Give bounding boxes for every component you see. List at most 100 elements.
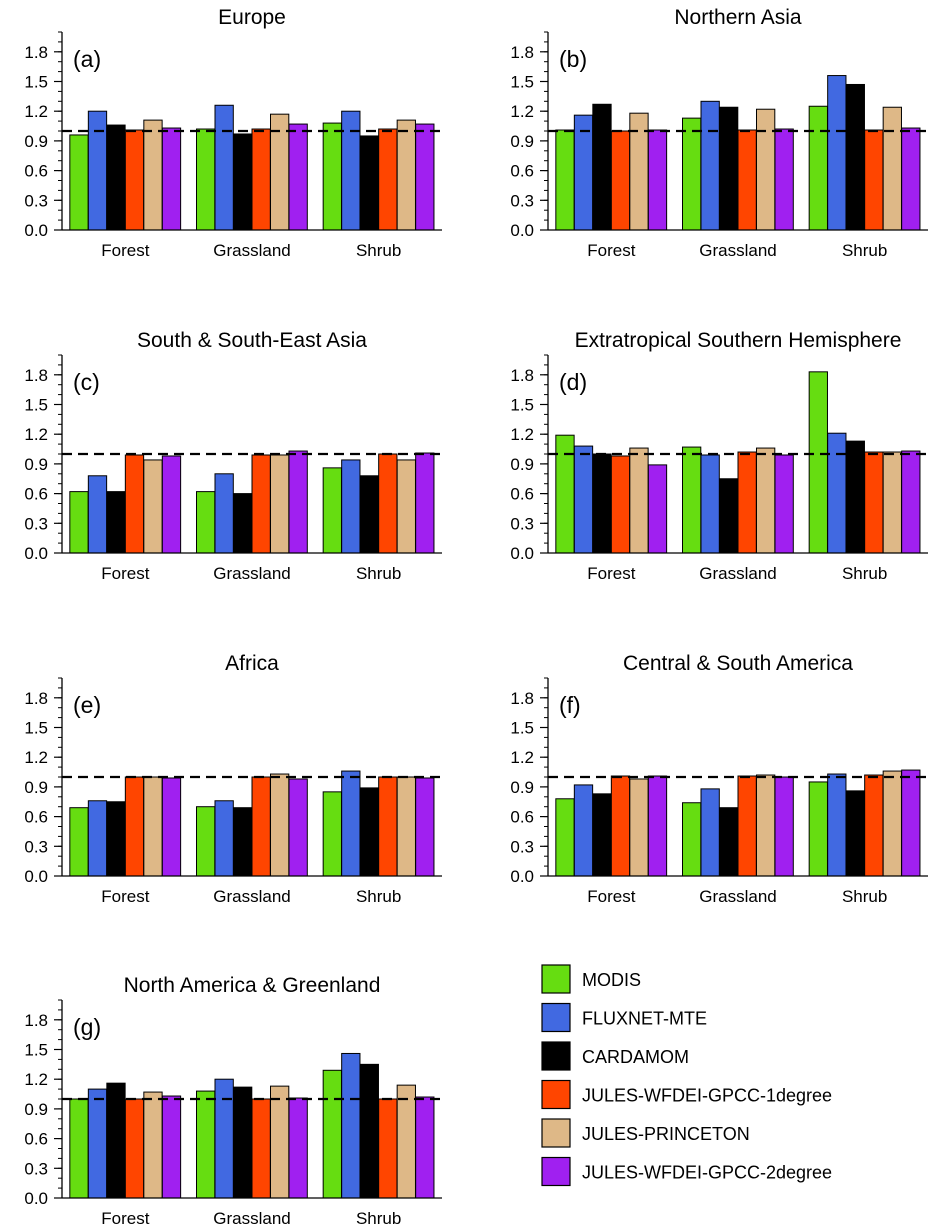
panel-title: South & South-East Asia (137, 329, 367, 352)
bar-jules-wfdei-gpcc-2degree-forest (161, 1095, 182, 1199)
x-tick-label-shrub: Shrub (842, 241, 887, 260)
y-tick-label: 0.3 (24, 191, 48, 210)
bar-cardamom-shrub (845, 790, 865, 877)
y-tick-label: 0.0 (24, 544, 48, 563)
y-tick-label: 1.5 (24, 1041, 48, 1060)
panel-label: (e) (73, 692, 101, 718)
y-tick-label: 0.0 (24, 221, 48, 240)
y-tick-label: 0.3 (24, 514, 48, 533)
bar-modis-grassland (682, 117, 702, 231)
y-tick-label: 1.2 (24, 748, 48, 767)
bar-jules-princeton-grassland (270, 454, 290, 554)
bar-cardamom-shrub (845, 440, 865, 554)
y-tick-label: 1.2 (510, 102, 534, 121)
bar-cardamom-shrub (359, 787, 379, 877)
bar-fluxnet-mte-forest (87, 1088, 108, 1199)
bar-jules-wfdei-gpcc-1degree-grassland (251, 776, 271, 877)
bar-jules-wfdei-gpcc-1degree-forest (124, 776, 145, 877)
y-tick-label: 1.5 (24, 396, 48, 415)
panel-f: Central & South America 0.0 0.3 0.6 0.9 1.2 1.… (510, 652, 928, 906)
bar-jules-wfdei-gpcc-1degree-grassland (251, 128, 271, 231)
bar-cardamom-shrub (359, 1063, 379, 1199)
y-tick-label: 0.0 (510, 221, 534, 240)
y-tick-label: 0.0 (510, 867, 534, 886)
bar-jules-princeton-forest (143, 119, 163, 231)
bar-jules-princeton-shrub (396, 459, 416, 554)
panel-d: Extratropical Southern Hemisphere 0.0 0.3 0… (510, 329, 928, 583)
bar-jules-wfdei-gpcc-1degree-shrub (378, 776, 398, 877)
bar-cardamom-shrub (359, 475, 379, 554)
bar-modis-shrub (808, 105, 828, 231)
bar-jules-wfdei-gpcc-2degree-grassland (774, 776, 794, 877)
bar-jules-wfdei-gpcc-1degree-forest (124, 454, 145, 554)
bar-jules-princeton-forest (143, 1091, 163, 1199)
y-tick-label: 1.2 (510, 425, 534, 444)
bar-fluxnet-mte-shrub (341, 110, 361, 231)
y-tick-label: 1.8 (510, 366, 534, 385)
panel-title: North America & Greenland (124, 974, 381, 997)
legend-swatch (541, 1041, 571, 1071)
bar-jules-wfdei-gpcc-1degree-grassland (251, 454, 271, 554)
bar-modis-forest (69, 134, 89, 231)
bar-cardamom-grassland (719, 106, 739, 231)
y-tick-label: 0.6 (24, 808, 48, 827)
bar-jules-princeton-shrub (882, 770, 902, 877)
y-tick-label: 1.8 (24, 1011, 48, 1030)
bar-cardamom-grassland (233, 1086, 253, 1199)
bar-fluxnet-mte-forest (573, 784, 594, 877)
y-tick-label: 1.5 (24, 719, 48, 738)
bar-cardamom-forest (106, 1082, 126, 1199)
x-tick-label-grassland: Grassland (699, 564, 776, 583)
bar-jules-wfdei-gpcc-2degree-forest (161, 455, 182, 554)
bar-modis-shrub (322, 467, 342, 554)
y-tick-label: 0.6 (510, 162, 534, 181)
x-tick-label-grassland: Grassland (699, 241, 776, 260)
bar-jules-wfdei-gpcc-1degree-grassland (737, 775, 757, 877)
x-tick-label-shrub: Shrub (356, 241, 401, 260)
bar-jules-princeton-grassland (756, 774, 776, 877)
x-tick-label-shrub: Shrub (842, 564, 887, 583)
y-tick-label: 1.5 (510, 719, 534, 738)
legend-item-jules-wfdei-gpcc-1degree: JULES-WFDEI-GPCC-1degree (541, 1079, 832, 1110)
bar-jules-wfdei-gpcc-1degree-grassland (737, 451, 757, 554)
x-tick-label-shrub: Shrub (356, 1209, 401, 1228)
bar-cardamom-forest (592, 453, 612, 554)
legend-item-modis: MODIS (541, 964, 641, 994)
panel-label: (g) (73, 1014, 101, 1040)
bar-modis-forest (69, 807, 89, 877)
bar-cardamom-grassland (719, 807, 739, 877)
bar-modis-grassland (196, 1090, 216, 1199)
bar-jules-wfdei-gpcc-1degree-grassland (737, 129, 757, 231)
bar-jules-princeton-grassland (756, 447, 776, 554)
bar-modis-forest (555, 129, 575, 231)
bar-jules-wfdei-gpcc-2degree-shrub (415, 777, 435, 877)
y-tick-label: 0.9 (510, 455, 534, 474)
legend-swatch (541, 1156, 571, 1187)
y-tick-label: 1.2 (24, 1070, 48, 1089)
y-tick-label: 0.9 (24, 132, 48, 151)
y-tick-label: 1.8 (24, 366, 48, 385)
x-tick-label-grassland: Grassland (213, 1209, 290, 1228)
legend-item-cardamom: CARDAMOM (541, 1041, 689, 1071)
bar-modis-grassland (196, 128, 216, 231)
x-tick-label-shrub: Shrub (356, 887, 401, 906)
panel-title: Europe (218, 6, 286, 29)
panel-a: Europe 0.0 0.3 0.6 0.9 1.2 1.5 1.8 Forest Grassla… (24, 6, 442, 260)
bar-jules-princeton-shrub (396, 119, 416, 231)
bar-jules-wfdei-gpcc-2degree-shrub (901, 450, 921, 554)
y-tick-label: 0.6 (24, 485, 48, 504)
legend: MODIS FLUXNET-MTE CARDAMOM JULES-WFDEI-GPCC… (541, 964, 832, 1187)
x-tick-label-grassland: Grassland (699, 887, 776, 906)
bar-modis-grassland (682, 446, 702, 554)
y-tick-label: 0.3 (510, 837, 534, 856)
panel-e: Africa 0.0 0.3 0.6 0.9 1.2 1.5 1.8 Forest Grassla… (24, 652, 442, 906)
bar-jules-princeton-shrub (882, 106, 902, 231)
legend-swatch (541, 1002, 571, 1033)
bar-fluxnet-mte-grassland (700, 788, 720, 877)
bar-jules-wfdei-gpcc-1degree-shrub (378, 1098, 398, 1199)
bar-jules-wfdei-gpcc-2degree-forest (647, 129, 668, 231)
bar-jules-wfdei-gpcc-2degree-forest (647, 775, 668, 877)
bar-jules-wfdei-gpcc-2degree-shrub (901, 127, 921, 231)
y-tick-label: 0.3 (510, 191, 534, 210)
bar-jules-wfdei-gpcc-1degree-shrub (378, 128, 398, 231)
